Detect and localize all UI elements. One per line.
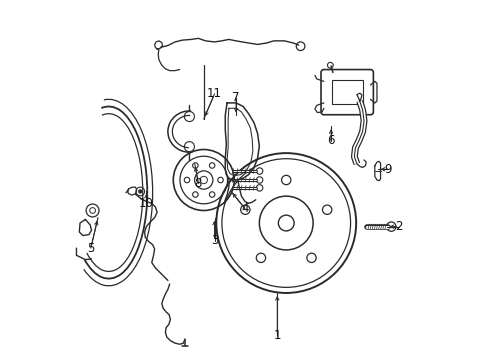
Text: 4: 4 (241, 202, 249, 215)
Text: 10: 10 (139, 197, 154, 210)
Circle shape (139, 190, 142, 193)
Circle shape (90, 208, 96, 213)
Text: 2: 2 (395, 220, 403, 233)
Text: 6: 6 (327, 134, 335, 147)
Text: 1: 1 (273, 329, 281, 342)
Text: 3: 3 (211, 234, 218, 247)
Text: 5: 5 (87, 242, 95, 255)
Text: 9: 9 (385, 163, 392, 176)
Circle shape (200, 176, 207, 184)
Bar (332, 80, 363, 104)
Text: 8: 8 (195, 177, 202, 190)
Circle shape (278, 215, 294, 231)
Text: 7: 7 (232, 91, 240, 104)
Text: 11: 11 (207, 87, 222, 100)
